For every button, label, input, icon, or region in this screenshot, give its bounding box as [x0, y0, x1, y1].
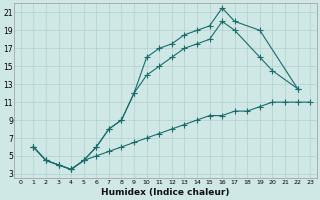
X-axis label: Humidex (Indice chaleur): Humidex (Indice chaleur): [101, 188, 230, 197]
